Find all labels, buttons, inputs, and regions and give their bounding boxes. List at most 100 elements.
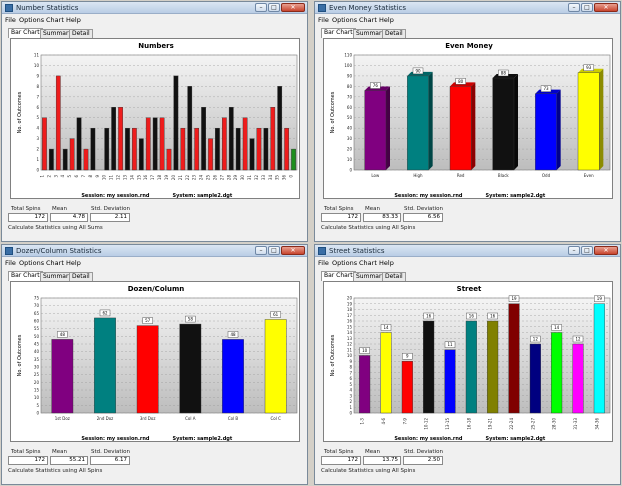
- menu-chart[interactable]: Chart: [46, 259, 64, 267]
- menu-options[interactable]: Options: [332, 16, 358, 24]
- y-tick-label: 5: [36, 115, 39, 120]
- data-label: 80: [458, 79, 464, 84]
- bar: [215, 127, 220, 171]
- minimize-button[interactable]: –: [255, 3, 267, 12]
- data-label-box: [402, 353, 413, 360]
- tab-detail[interactable]: Detail: [382, 272, 406, 281]
- menu-options[interactable]: Options: [19, 259, 45, 267]
- menu-options[interactable]: Options: [19, 16, 45, 24]
- y-tick-label: 6: [36, 105, 39, 110]
- y-tick-label: 7: [349, 370, 352, 375]
- y-tick-label: 9: [349, 359, 352, 364]
- maximize-button[interactable]: □: [268, 3, 280, 12]
- tab-detail[interactable]: Detail: [69, 272, 93, 281]
- y-tick-label: 0: [36, 411, 39, 416]
- menu-chart[interactable]: Chart: [46, 16, 64, 24]
- close-button[interactable]: ✕: [281, 3, 305, 12]
- menu-help[interactable]: Help: [66, 16, 81, 24]
- title-bar[interactable]: Even Money Statistics – □ ✕: [315, 2, 620, 14]
- menu-help[interactable]: Help: [379, 16, 394, 24]
- y-tick-label: 25: [34, 372, 40, 377]
- tab-bar-chart[interactable]: Bar Chart: [321, 28, 356, 38]
- y-tick-label: 5: [36, 403, 39, 408]
- y-tick-label: 60: [34, 319, 40, 324]
- total-spins-label: Total Spins: [11, 206, 41, 212]
- menu-chart[interactable]: Chart: [359, 259, 377, 267]
- bar: [166, 148, 172, 171]
- tab-detail[interactable]: Detail: [69, 29, 93, 38]
- tab-bar-chart[interactable]: Bar Chart: [8, 28, 43, 38]
- y-tick-label: 20: [347, 147, 353, 152]
- x-tick-label: 12: [116, 175, 121, 181]
- data-label-box: [466, 312, 477, 320]
- menu-help[interactable]: Help: [66, 259, 81, 267]
- tab-bar-chart[interactable]: Bar Chart: [321, 271, 356, 281]
- bar: [380, 332, 392, 414]
- y-tick-label: 80: [347, 84, 353, 89]
- data-label: 88: [501, 70, 507, 75]
- system-label: System: sample2.dgt: [173, 193, 233, 199]
- bar: [118, 107, 123, 171]
- bar: [364, 90, 387, 171]
- menu-help[interactable]: Help: [379, 259, 394, 267]
- title-bar[interactable]: Street Statistics – □ ✕: [315, 245, 620, 257]
- maximize-button[interactable]: □: [268, 246, 280, 255]
- x-tick-label: 28: [226, 175, 231, 181]
- y-tick-label: 8: [36, 84, 39, 89]
- total-spins-value: 172: [321, 213, 361, 222]
- y-tick-label: 40: [347, 126, 353, 131]
- minimize-button[interactable]: –: [568, 3, 580, 12]
- menu-file[interactable]: File: [5, 259, 16, 267]
- tab-detail[interactable]: Detail: [382, 29, 406, 38]
- x-tick-label: 5: [67, 175, 72, 178]
- x-tick-label: 3rd Doz: [140, 416, 156, 421]
- data-label: 58: [188, 316, 194, 321]
- y-tick-label: 19: [347, 301, 353, 306]
- title-bar[interactable]: Dozen/Column Statistics – □ ✕: [2, 245, 307, 257]
- y-tick-label: 3: [349, 393, 352, 398]
- bar: [535, 93, 557, 171]
- bar: [263, 127, 269, 171]
- y-tick-label: 11: [347, 347, 353, 352]
- maximize-button[interactable]: □: [581, 246, 593, 255]
- y-tick-label: 60: [347, 105, 353, 110]
- minimize-button[interactable]: –: [568, 246, 580, 255]
- menu-bar: File Options Chart Help: [315, 15, 620, 25]
- data-label: 90: [415, 68, 421, 73]
- data-label-box: [423, 312, 434, 320]
- tab-bar-chart[interactable]: Bar Chart: [8, 271, 43, 281]
- title-bar[interactable]: Number Statistics – □ ✕: [2, 2, 307, 14]
- close-button[interactable]: ✕: [281, 246, 305, 255]
- close-button[interactable]: ✕: [594, 3, 618, 12]
- menu-file[interactable]: File: [5, 16, 16, 24]
- bar-side: [599, 68, 604, 170]
- data-label-box: [487, 312, 498, 320]
- x-tick-label: 21: [178, 175, 183, 181]
- data-label: 16: [426, 313, 432, 318]
- minimize-button[interactable]: –: [255, 246, 267, 255]
- x-tick-label: 4: [60, 175, 65, 178]
- number-statistics-window: Number Statistics – □ ✕ File Options Cha…: [1, 1, 308, 242]
- menu-file[interactable]: File: [318, 259, 329, 267]
- bar: [83, 148, 89, 171]
- bar: [235, 127, 241, 171]
- x-tick-label: High: [413, 173, 423, 178]
- bar: [444, 349, 456, 414]
- std-deviation-value: 2.11: [90, 213, 130, 222]
- stats-note: Calculate Statistics using All Spins: [8, 468, 103, 474]
- menu-options[interactable]: Options: [332, 259, 358, 267]
- menu-file[interactable]: File: [318, 16, 329, 24]
- dozen-column-statistics-window: Dozen/Column Statistics – □ ✕ File Optio…: [1, 244, 308, 485]
- maximize-button[interactable]: □: [581, 3, 593, 12]
- std-deviation-label: Std. Deviation: [91, 206, 130, 212]
- data-label: 93: [586, 65, 592, 70]
- menu-chart[interactable]: Chart: [359, 16, 377, 24]
- x-tick-label: 9: [95, 175, 100, 178]
- close-button[interactable]: ✕: [594, 246, 618, 255]
- bar: [69, 138, 75, 171]
- data-label: 19: [597, 296, 603, 301]
- bar: [487, 320, 499, 414]
- bar-side: [386, 86, 390, 170]
- bar: [222, 117, 227, 171]
- stats-note: Calculate Statistics using All Spins: [321, 225, 416, 231]
